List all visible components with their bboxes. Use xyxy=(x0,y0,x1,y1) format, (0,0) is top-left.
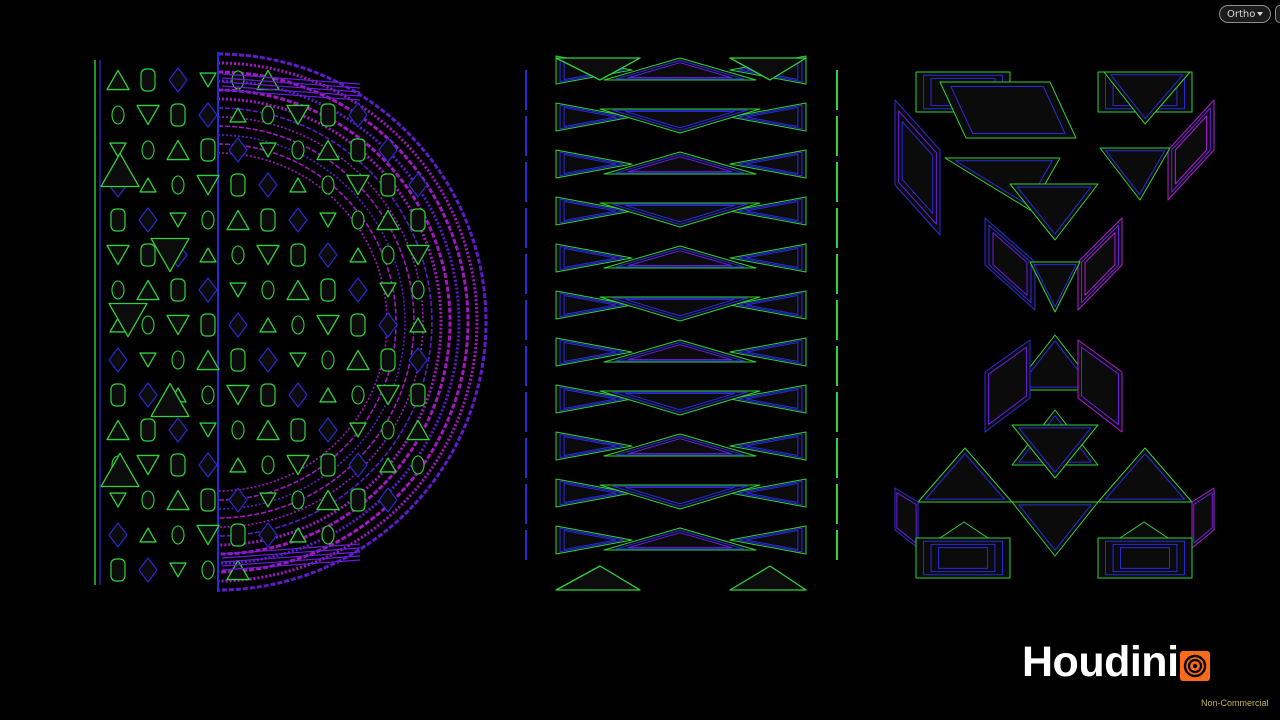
logo-text: Houdini xyxy=(1022,638,1179,686)
letter-x-pattern xyxy=(894,71,1215,579)
license-label: Non-Commercial xyxy=(1201,698,1269,708)
column-triangles-pattern xyxy=(525,55,838,591)
camera-view-menu[interactable]: Ortho xyxy=(1219,5,1272,23)
camera-view-label: Ortho xyxy=(1227,9,1256,20)
viewport-options-button[interactable] xyxy=(1275,5,1280,23)
houdini-logo: Houdini xyxy=(1022,638,1210,686)
houdini-swirl-icon xyxy=(1179,651,1210,681)
chevron-down-icon xyxy=(1257,12,1264,16)
letter-d-pattern xyxy=(94,52,488,592)
